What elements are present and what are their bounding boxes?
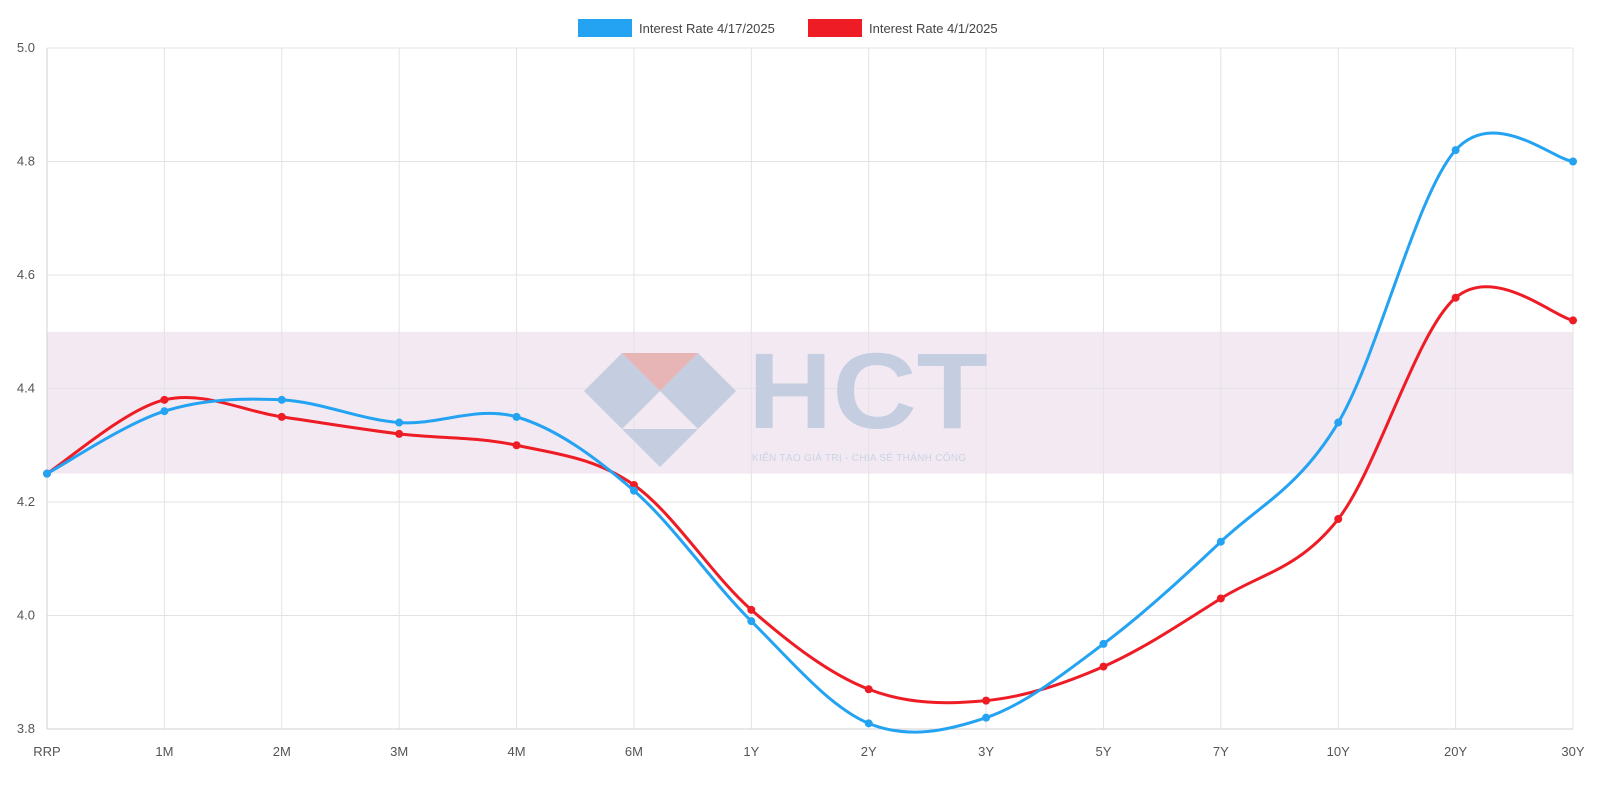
legend-swatch [808,19,862,37]
series-interest-rate-4-17-2025 [43,131,1577,734]
series-line [45,285,1575,705]
legend-swatch [578,19,632,37]
data-point[interactable] [1451,146,1460,155]
data-point[interactable] [1099,639,1108,648]
x-tick-label: 6M [625,744,643,759]
y-tick-label: 4.4 [17,381,35,396]
x-tick-label: 7Y [1213,744,1229,759]
data-point[interactable] [43,469,51,478]
y-tick-label: 4.2 [17,494,35,509]
legend-label: Interest Rate 4/17/2025 [639,21,775,36]
x-tick-label: 1Y [743,744,759,759]
data-point[interactable] [1216,537,1225,546]
data-point[interactable] [395,429,404,438]
series-line [45,131,1575,734]
watermark-logo-text: HCT [748,330,988,451]
y-tick-label: 4.8 [17,154,35,169]
data-point[interactable] [1216,594,1225,603]
y-tick-label: 4.6 [17,267,35,282]
data-point[interactable] [512,441,521,450]
data-point[interactable] [747,605,756,614]
data-point[interactable] [864,719,873,728]
data-point[interactable] [512,412,521,421]
data-point[interactable] [1334,515,1343,524]
data-point[interactable] [747,617,756,626]
data-point[interactable] [1569,316,1577,325]
hct-watermark: HCT KIẾN TẠO GIÁ TRỊ - CHIA SẺ THÀNH CÔN… [584,330,988,467]
x-tick-label: RRP [33,744,60,759]
logo-bottom-triangle-icon [622,429,698,467]
x-tick-label: 1M [155,744,173,759]
y-tick-label: 5.0 [17,40,35,55]
x-tick-label: 20Y [1444,744,1467,759]
data-point[interactable] [395,418,404,427]
data-point[interactable] [982,696,991,705]
logo-top-left-triangle-icon [622,353,660,391]
x-tick-label: 3M [390,744,408,759]
axis-layer: 3.8 4.0 4.2 4.4 4.6 4.8 5.0 RRP 1M 2M 3M 4M 6M 1Y 2Y 3Y… [17,40,1585,759]
legend: Interest Rate 4/17/2025 Interest Rate 4/1… [578,19,998,37]
x-tick-label: 4M [508,744,526,759]
x-tick-label: 5Y [1096,744,1112,759]
data-point[interactable] [277,395,286,404]
x-tick-label: 2Y [861,744,877,759]
y-tick-label: 4.0 [17,608,35,623]
data-point[interactable] [1569,157,1577,166]
legend-item-4-1-2025[interactable]: Interest Rate 4/1/2025 [808,19,998,37]
data-point[interactable] [864,685,873,694]
data-point[interactable] [160,395,169,404]
x-tick-label: 2M [273,744,291,759]
data-point[interactable] [982,713,991,722]
data-point[interactable] [629,486,638,495]
data-point[interactable] [1334,418,1343,427]
y-tick-label: 3.8 [17,721,35,736]
watermark-tagline: KIẾN TẠO GIÁ TRỊ - CHIA SẺ THÀNH CÔNG [752,451,966,464]
x-tick-label: 3Y [978,744,994,759]
x-tick-label: 30Y [1561,744,1584,759]
data-point[interactable] [1451,293,1460,302]
data-point[interactable] [1099,662,1108,671]
x-tick-label: 10Y [1327,744,1350,759]
logo-right-diamond-icon [660,353,736,429]
data-point[interactable] [277,412,286,421]
series-layer [43,131,1577,734]
grid-layer [46,47,1574,730]
legend-label: Interest Rate 4/1/2025 [869,21,998,36]
legend-item-4-17-2025[interactable]: Interest Rate 4/17/2025 [578,19,775,37]
data-point[interactable] [160,407,169,416]
